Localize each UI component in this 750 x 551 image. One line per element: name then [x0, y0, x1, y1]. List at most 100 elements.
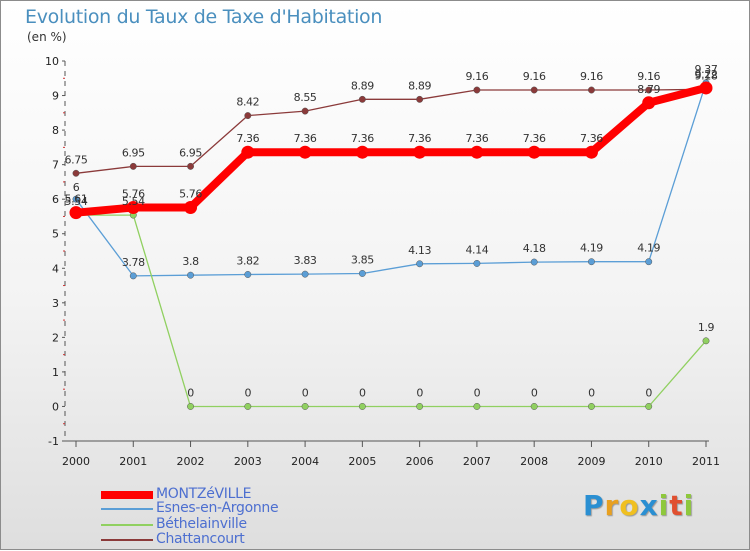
y-tick-label: 0 — [52, 400, 59, 413]
logo-letter: i — [658, 489, 670, 522]
data-label: 4.19 — [580, 242, 603, 255]
data-point — [588, 403, 595, 410]
data-point — [69, 206, 83, 220]
data-label: 7.36 — [465, 132, 488, 145]
data-point — [645, 403, 653, 410]
data-point — [301, 270, 309, 278]
data-point — [588, 258, 595, 266]
data-point — [416, 95, 424, 103]
data-point — [129, 162, 137, 170]
data-point — [301, 403, 309, 410]
data-point — [187, 162, 194, 170]
series-points — [69, 79, 713, 410]
data-point — [530, 86, 538, 94]
data-point — [241, 145, 255, 159]
series-lines — [72, 82, 710, 408]
data-labels: 5.61 5.76 5.76 7.36 7.36 7.36 7.36 7.36 7.36 7.36… — [65, 63, 719, 400]
chart-axes: -1 0 1 2 3 4 5 6 7 8 9 10 2000 2001 2002 2003 2004 2005 20… — [45, 55, 720, 468]
data-label: 3.8 — [182, 255, 199, 268]
data-point — [416, 260, 424, 268]
legend-label: Esnes-en-Argonne — [156, 500, 279, 516]
legend-label: Béthelainville — [156, 516, 247, 532]
data-point — [72, 195, 80, 203]
data-label: 7.36 — [408, 132, 431, 145]
x-tick-label: 2005 — [348, 455, 376, 468]
data-point — [187, 403, 194, 410]
data-label: 7.36 — [580, 132, 603, 145]
data-label: 3.78 — [122, 256, 145, 269]
data-label: 8.79 — [637, 83, 660, 96]
x-tick-label: 2006 — [406, 455, 434, 468]
data-label: 9.16 — [637, 70, 660, 83]
y-tick-label: 8 — [52, 124, 59, 137]
data-point — [184, 200, 198, 214]
data-label: 6.75 — [65, 153, 88, 166]
y-tick-label: 10 — [45, 55, 59, 68]
x-tick-label: 2000 — [62, 455, 90, 468]
data-point — [645, 258, 653, 266]
data-label: 3.82 — [236, 254, 259, 267]
data-label: 0 — [416, 386, 423, 399]
x-tick-label: 2008 — [520, 455, 548, 468]
y-tick-label: 4 — [52, 262, 59, 275]
data-label: 0 — [359, 386, 366, 399]
data-label: 8.89 — [351, 79, 374, 92]
legend-label: MONTZéVILLE — [156, 486, 252, 502]
y-tick-label: 2 — [52, 331, 59, 344]
legend-swatch — [101, 491, 153, 499]
logo-letter: t — [669, 489, 684, 522]
data-point — [530, 258, 538, 266]
data-label: 0 — [645, 386, 652, 399]
data-label: 9.16 — [580, 70, 603, 83]
legend-label: Chattancourt — [156, 531, 245, 547]
data-label: 7.36 — [523, 132, 546, 145]
y-tick-label: 5 — [52, 228, 59, 241]
data-label: 9.16 — [523, 70, 546, 83]
series-line-2 — [75, 214, 707, 408]
data-label: 6.95 — [122, 146, 145, 159]
data-label: 3.85 — [351, 253, 374, 266]
x-tick-label: 2002 — [177, 455, 205, 468]
data-label: 0 — [531, 386, 538, 399]
series-line-1 — [75, 82, 707, 277]
data-point — [584, 145, 598, 159]
series-line-0 — [72, 83, 710, 217]
data-point — [473, 259, 481, 267]
x-tick-label: 2004 — [291, 455, 319, 468]
data-label: 9.22 — [695, 68, 718, 81]
data-label: 8.55 — [294, 91, 317, 104]
chart-subtitle: (en %) — [27, 30, 67, 44]
data-label: 5.76 — [122, 187, 145, 200]
data-label: 1.9 — [698, 321, 715, 334]
y-tick-label: 3 — [52, 297, 59, 310]
data-label: 5.61 — [65, 193, 88, 206]
data-label: 3.83 — [294, 254, 317, 267]
data-label: 0 — [302, 386, 309, 399]
data-point — [358, 270, 366, 277]
data-label: 0 — [588, 386, 595, 399]
data-point — [358, 403, 366, 410]
data-label: 7.36 — [294, 132, 317, 145]
data-point — [527, 145, 541, 159]
data-point — [244, 271, 252, 278]
legend-swatch — [101, 524, 153, 526]
data-label: 8.89 — [408, 79, 431, 92]
data-point — [473, 403, 481, 410]
legend-swatch — [101, 539, 153, 541]
data-label: 8.42 — [236, 96, 259, 109]
x-tick-label: 2003 — [234, 455, 262, 468]
data-label: 7.36 — [351, 132, 374, 145]
x-tick-label: 2001 — [119, 455, 147, 468]
data-point — [642, 96, 656, 110]
data-point — [244, 112, 252, 120]
y-tick-label: 1 — [52, 366, 59, 379]
data-label: 5.76 — [179, 187, 202, 200]
y-tick-label: 9 — [52, 90, 59, 103]
data-label: 0 — [245, 386, 252, 399]
data-label: 0 — [474, 386, 481, 399]
data-label: 4.19 — [637, 242, 660, 255]
logo-letter: o — [619, 489, 640, 522]
data-point — [702, 337, 710, 345]
